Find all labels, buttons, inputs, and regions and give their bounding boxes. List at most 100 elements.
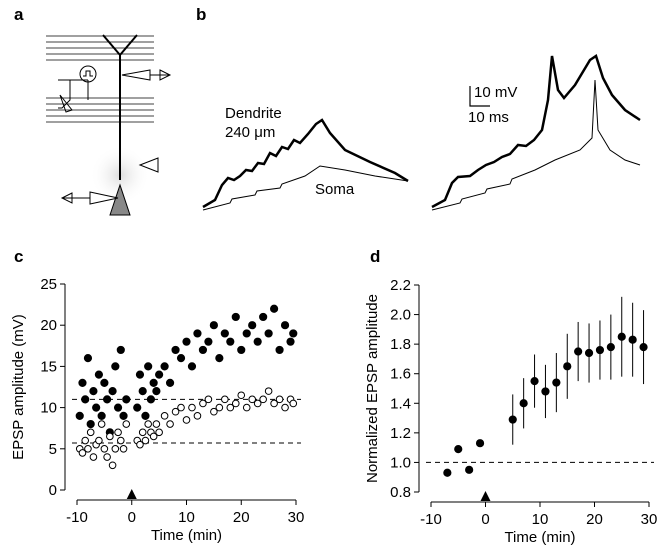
y-tick-label: 15 xyxy=(40,358,57,375)
panel-label: d xyxy=(370,247,380,266)
point xyxy=(275,345,284,355)
point xyxy=(106,432,114,441)
point xyxy=(86,428,95,437)
y-axis-label: Normalized EPSP amplitude xyxy=(364,294,381,483)
point xyxy=(146,395,156,404)
point xyxy=(264,387,273,395)
y-tick-label: 10 xyxy=(40,400,57,417)
point xyxy=(122,395,131,404)
point xyxy=(639,343,648,352)
point xyxy=(149,432,158,441)
x-tick-label: 20 xyxy=(233,509,250,526)
point xyxy=(275,395,284,404)
point xyxy=(475,439,485,448)
point xyxy=(574,347,583,356)
point xyxy=(165,378,175,387)
point xyxy=(465,465,474,474)
point xyxy=(270,399,278,408)
point xyxy=(111,445,120,453)
panel-label: c xyxy=(14,247,23,266)
point xyxy=(242,329,251,338)
point xyxy=(171,345,180,355)
x-axis-label: Time (min) xyxy=(151,527,222,544)
y-tick-label: 5 xyxy=(49,441,57,458)
point xyxy=(78,449,87,457)
point xyxy=(92,403,101,412)
point xyxy=(138,428,147,437)
point xyxy=(248,321,257,330)
trace-label: 240 μm xyxy=(225,124,275,141)
y-tick-label: 2.2 xyxy=(390,277,411,294)
x-tick-label: -10 xyxy=(66,509,88,526)
x-tick-label: 20 xyxy=(586,511,603,528)
scale-label: 10 ms xyxy=(468,109,509,126)
point xyxy=(103,453,111,461)
point xyxy=(193,329,202,338)
point xyxy=(289,329,298,338)
point xyxy=(220,329,229,338)
point xyxy=(166,420,174,428)
event-marker xyxy=(480,491,491,501)
point xyxy=(141,411,150,420)
point xyxy=(155,370,164,379)
point xyxy=(289,399,298,408)
panel-label: a xyxy=(14,5,24,24)
x-tick-label: 30 xyxy=(641,511,658,528)
point xyxy=(97,420,106,428)
point xyxy=(117,436,125,445)
point xyxy=(221,395,229,404)
point xyxy=(78,378,87,387)
point xyxy=(122,420,131,428)
point xyxy=(103,395,112,404)
point xyxy=(89,387,98,396)
point xyxy=(136,440,144,449)
point xyxy=(152,387,161,396)
point xyxy=(270,304,279,313)
point xyxy=(86,419,95,429)
y-tick-label: 1.2 xyxy=(390,425,411,442)
point xyxy=(100,445,109,453)
voltage-traces xyxy=(202,54,641,211)
point xyxy=(95,436,103,445)
point xyxy=(160,362,169,371)
point xyxy=(108,387,117,396)
point xyxy=(204,337,213,346)
point xyxy=(552,378,561,387)
point xyxy=(135,370,145,379)
point xyxy=(119,445,128,453)
trace-label: Soma xyxy=(315,181,355,198)
point xyxy=(204,395,213,404)
point xyxy=(84,445,92,453)
x-axis-label: Time (min) xyxy=(504,529,575,546)
point xyxy=(242,403,251,412)
point xyxy=(259,312,268,322)
x-tick-label: 10 xyxy=(178,509,195,526)
y-tick-label: 2.0 xyxy=(390,307,411,324)
point xyxy=(75,411,84,420)
point xyxy=(199,399,207,408)
point xyxy=(113,403,123,412)
point xyxy=(595,345,605,355)
point xyxy=(81,395,90,404)
point xyxy=(628,335,637,344)
point xyxy=(138,387,147,396)
point xyxy=(617,332,626,341)
point xyxy=(253,399,262,408)
point xyxy=(100,378,109,387)
y-axis-label: EPSP amplitude (mV) xyxy=(10,314,27,460)
point xyxy=(176,354,186,363)
y-tick-label: 1.6 xyxy=(390,366,411,383)
y-tick-label: 20 xyxy=(40,317,57,334)
x-tick-label: 10 xyxy=(532,511,549,528)
panel-label: b xyxy=(196,5,206,24)
y-tick-label: 0 xyxy=(49,482,57,499)
point xyxy=(237,391,246,400)
point xyxy=(606,343,615,352)
point xyxy=(193,412,202,420)
point xyxy=(144,362,153,371)
point xyxy=(237,345,246,355)
y-tick-label: 1.8 xyxy=(390,336,411,353)
y-tick-label: 25 xyxy=(40,276,57,293)
x-tick-label: -10 xyxy=(420,511,442,528)
